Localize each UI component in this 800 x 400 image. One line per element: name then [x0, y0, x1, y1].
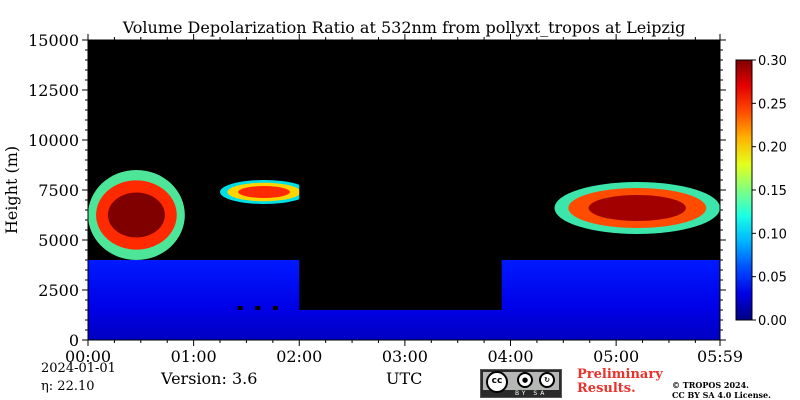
feature-gap-column [272, 306, 278, 310]
feature-gap-column [308, 306, 314, 310]
y-tick-label: 2500 [38, 281, 79, 300]
colorbar-tick-label: 0.00 [758, 314, 787, 329]
colorbar-tick-label: 0.20 [758, 141, 787, 156]
x-tick-label: 05:59 [697, 347, 743, 366]
copyright-line-2: CC BY SA 4.0 License. [672, 390, 771, 400]
x-tick-label: 01:00 [171, 347, 217, 366]
copyright-line-1: © TROPOS 2024. [672, 380, 749, 390]
feature-no-data-gap [299, 40, 502, 310]
cc-by-text: BY [515, 390, 529, 397]
colorbar-tick-label: 0.10 [758, 227, 787, 242]
preliminary-results-notice: Preliminary Results. [577, 368, 663, 396]
y-tick-label: 12500 [28, 81, 79, 100]
y-tick-label: 15000 [28, 31, 79, 50]
preliminary-line-2: Results. [577, 381, 636, 396]
chart-title: Volume Depolarization Ratio at 532nm fro… [122, 18, 686, 37]
colorbar-gradient [735, 59, 753, 321]
colorbar-tick-label: 0.15 [758, 184, 787, 199]
x-axis-label: UTC [386, 369, 423, 388]
y-axis-label: Height (m) [2, 146, 21, 234]
colorbar-tick-label: 0.25 [758, 97, 787, 112]
x-tick-label: 04:00 [487, 347, 533, 366]
x-tick-label: 02:00 [276, 347, 322, 366]
by-person-icon: ● [517, 372, 533, 388]
feature-gap-column [255, 306, 261, 310]
feature-gap-column [237, 306, 243, 310]
y-tick-label: 0 [69, 331, 79, 350]
x-axis: 00:00 01:00 02:00 03:00 04:00 05:00 05:59 [65, 34, 743, 366]
cc-badge-text: BY SA [515, 390, 547, 397]
y-tick-label: 7500 [38, 181, 79, 200]
copyright-notice: © TROPOS 2024. CC BY SA 4.0 License. [672, 380, 771, 400]
feature-cloud-peak [107, 192, 165, 238]
cc-icon: cc [486, 371, 508, 393]
colorbar-tick-label: 0.30 [758, 54, 787, 69]
y-axis: 0 2500 5000 7500 10000 12500 15000 [28, 31, 726, 350]
preliminary-line-1: Preliminary [577, 367, 663, 382]
date-label: 2024-01-01 [41, 361, 116, 376]
colorbar: 0.00 0.05 0.10 0.15 0.20 0.25 0.30 [735, 54, 787, 329]
x-tick-label: 00:00 [65, 347, 111, 366]
version-label: Version: 3.6 [161, 369, 258, 388]
cc-license-icon: cc ● ↻ BY SA [480, 369, 562, 398]
colorbar-tick-label: 0.05 [758, 271, 787, 286]
y-tick-label: 5000 [38, 231, 79, 250]
feature-cloud-peak [238, 186, 290, 198]
y-tick-label: 10000 [28, 131, 79, 150]
cc-sa-text: SA [533, 390, 548, 397]
eta-label: η: 22.10 [41, 379, 95, 394]
x-tick-label: 05:00 [593, 347, 639, 366]
sa-share-icon: ↻ [539, 372, 555, 388]
x-tick-label: 03:00 [382, 347, 428, 366]
feature-cloud-peak [588, 195, 686, 221]
plot-area [87, 39, 721, 341]
